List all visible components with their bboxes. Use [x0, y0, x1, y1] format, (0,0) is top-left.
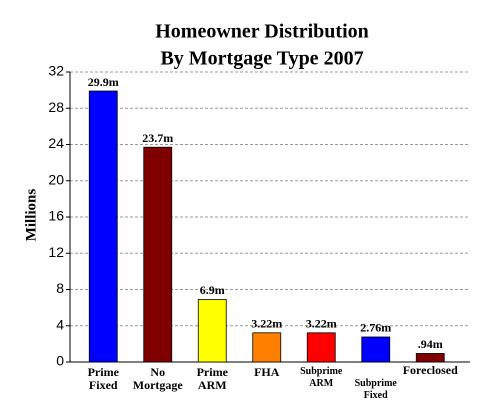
y-axis-label: Millions [23, 189, 39, 242]
bar [252, 332, 282, 363]
value-label: 2.76m [360, 321, 391, 335]
x-tick-label: Subprime Fixed [354, 378, 397, 401]
bar [306, 332, 336, 363]
value-label: 3.22m [306, 317, 337, 331]
x-tick-label: Prime Fixed [87, 365, 119, 392]
y-tick-label: 8 [56, 280, 64, 296]
bar [197, 299, 227, 363]
value-label: 6.9m [200, 283, 225, 297]
chart-title: By Mortgage Type 2007 [160, 48, 363, 70]
x-tick-label: Foreclosed [402, 363, 458, 377]
value-label: 3.22m [251, 317, 282, 331]
bar [143, 146, 173, 363]
bar [415, 353, 445, 363]
value-label: 29.9m [88, 75, 119, 89]
y-tick-label: 12 [48, 244, 64, 260]
value-label: 23.7m [142, 131, 173, 145]
y-tick-label: 20 [48, 171, 64, 187]
y-tick-label: 16 [48, 208, 64, 224]
y-tick-label: 32 [48, 63, 64, 79]
x-tick-label: Subprime ARM [300, 366, 343, 389]
x-tick-label: FHA [254, 365, 280, 379]
y-tick-label: 0 [56, 353, 64, 369]
y-tick-label: 4 [56, 316, 64, 332]
x-tick-label: No Mortgage [132, 365, 183, 392]
y-tick-label: 24 [48, 135, 64, 151]
bar [88, 90, 118, 363]
x-tick-label: Prime ARM [196, 365, 228, 392]
bar [361, 336, 391, 363]
y-tick-label: 28 [48, 99, 64, 115]
value-label: .94m [418, 337, 443, 351]
chart-title: Homeowner Distribution [155, 21, 369, 43]
